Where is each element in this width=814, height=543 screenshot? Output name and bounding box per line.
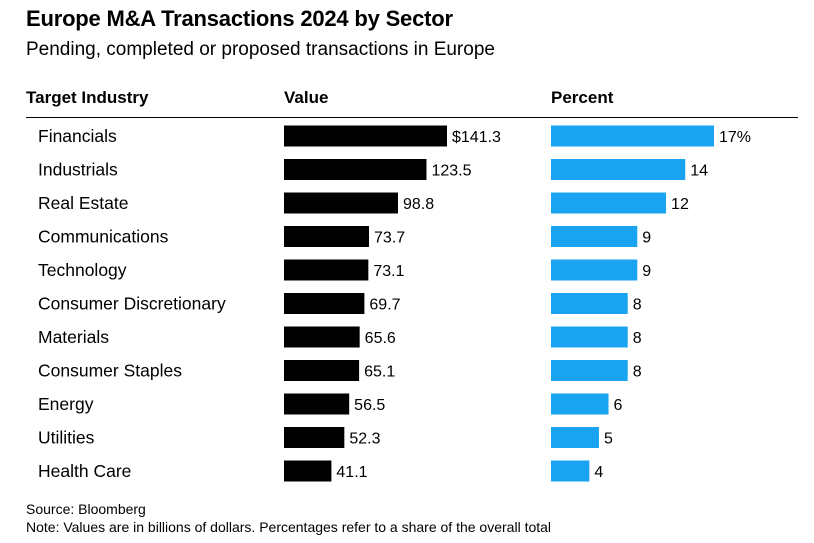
percent-bar-communications (551, 226, 638, 247)
percent-label-real-estate: 12 (671, 196, 689, 213)
value-bar-financials (284, 125, 447, 147)
value-label-financials: $141.3 (452, 129, 501, 146)
value-label-health-care: 41.1 (336, 464, 367, 481)
value-label-real-estate: 98.8 (403, 196, 434, 213)
column-header-industry: Target Industry (26, 88, 149, 107)
percent-label-communications: 9 (642, 230, 651, 247)
value-bar-materials (284, 326, 360, 348)
value-label-communications: 73.7 (374, 230, 405, 247)
percent-label-consumer-discretionary: 8 (633, 297, 642, 314)
value-bar-consumer-staples (284, 360, 360, 381)
value-label-consumer-staples: 65.1 (364, 364, 395, 381)
header-divider (26, 117, 798, 118)
percent-bar-technology (551, 259, 638, 281)
percent-bar-health-care (551, 460, 590, 482)
category-label-materials: Materials (38, 327, 109, 347)
percent-label-consumer-staples: 8 (633, 364, 642, 381)
source-note: Source: Bloomberg (26, 501, 146, 517)
category-label-industrials: Industrials (38, 160, 118, 180)
category-label-communications: Communications (38, 227, 169, 247)
value-label-utilities: 52.3 (349, 431, 380, 448)
value-label-energy: 56.5 (354, 397, 385, 414)
value-bar-health-care (284, 460, 332, 482)
value-bar-real-estate (284, 192, 398, 214)
chart-title: Europe M&A Transactions 2024 by Sector (26, 6, 453, 31)
percent-bar-industrials (551, 159, 686, 180)
percent-label-utilities: 5 (604, 431, 613, 448)
footnote: Note: Values are in billions of dollars.… (26, 519, 552, 535)
category-label-consumer-discretionary: Consumer Discretionary (38, 294, 226, 314)
percent-bar-financials (551, 125, 714, 147)
category-label-health-care: Health Care (38, 461, 131, 481)
column-header-value: Value (284, 88, 329, 107)
value-label-consumer-discretionary: 69.7 (369, 297, 400, 314)
value-label-technology: 73.1 (373, 263, 404, 280)
category-label-consumer-staples: Consumer Staples (38, 361, 182, 381)
percent-bar-consumer-discretionary (551, 293, 628, 314)
percent-label-financials: 17% (719, 129, 751, 146)
percent-label-industrials: 14 (690, 163, 708, 180)
value-bar-utilities (284, 427, 345, 448)
value-bar-consumer-discretionary (284, 293, 365, 314)
percent-label-materials: 8 (633, 330, 642, 347)
percent-bar-consumer-staples (551, 360, 628, 381)
column-header-row: Target Industry Value Percent (0, 88, 814, 110)
percent-label-energy: 6 (614, 397, 623, 414)
value-bar-industrials (284, 159, 427, 180)
chart-subtitle: Pending, completed or proposed transacti… (26, 39, 495, 60)
value-bar-technology (284, 259, 369, 281)
category-label-technology: Technology (38, 260, 127, 280)
value-label-industrials: 123.5 (431, 163, 471, 180)
value-label-materials: 65.6 (365, 330, 396, 347)
percent-bar-materials (551, 326, 628, 348)
category-label-energy: Energy (38, 394, 94, 414)
percent-label-health-care: 4 (594, 464, 603, 481)
category-label-financials: Financials (38, 126, 117, 146)
column-header-percent: Percent (551, 88, 614, 107)
percent-bar-utilities (551, 427, 599, 448)
category-label-real-estate: Real Estate (38, 193, 128, 213)
value-bar-energy (284, 393, 350, 415)
percent-bar-energy (551, 393, 609, 415)
percent-bar-real-estate (551, 192, 667, 214)
value-bar-communications (284, 226, 370, 247)
percent-label-technology: 9 (642, 263, 651, 280)
category-label-utilities: Utilities (38, 428, 95, 448)
